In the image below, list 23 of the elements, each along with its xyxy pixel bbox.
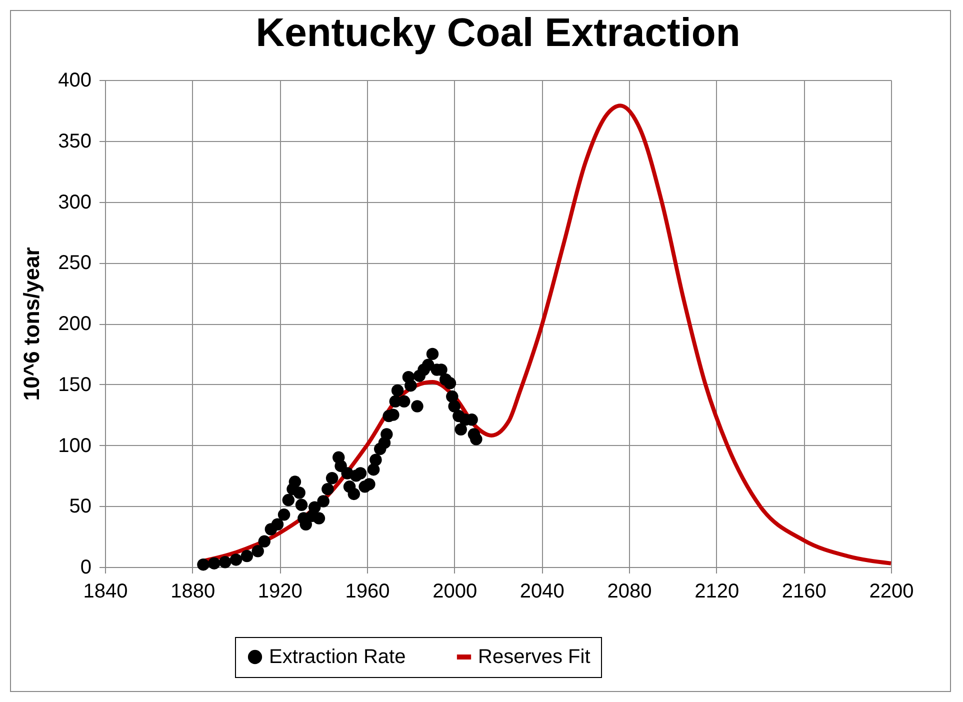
y-tick-label: 0: [80, 556, 92, 578]
x-tick-label: 1920: [258, 580, 302, 602]
x-tick-label: 2200: [869, 580, 914, 602]
y-tick-label: 350: [58, 130, 92, 152]
x-tick-label: 2120: [694, 580, 740, 602]
x-tick-label: 2040: [520, 580, 564, 602]
x-tick-label: 1840: [83, 580, 128, 602]
y-tick-label: 400: [58, 70, 92, 92]
legend-label: Extraction Rate: [269, 646, 406, 668]
y-tick-label: 100: [58, 434, 92, 457]
chart-title: Kentucky Coal Extraction: [256, 11, 740, 55]
x-tick-label: 2080: [607, 580, 652, 602]
x-tick-label: 1960: [345, 580, 390, 602]
x-tick-label: 2160: [782, 580, 826, 602]
y-tick-label: 150: [58, 374, 92, 396]
legend-label: Reserves Fit: [478, 646, 591, 668]
y-tick-label: 50: [69, 496, 92, 518]
y-tick-label: 250: [58, 252, 92, 274]
x-tick-label: 1880: [170, 580, 216, 602]
y-axis-title: 10^6 tons/year: [19, 246, 44, 401]
y-tick-label: 200: [58, 313, 92, 335]
y-tick-label: 300: [58, 191, 92, 214]
x-tick-label: 2000: [432, 580, 478, 602]
